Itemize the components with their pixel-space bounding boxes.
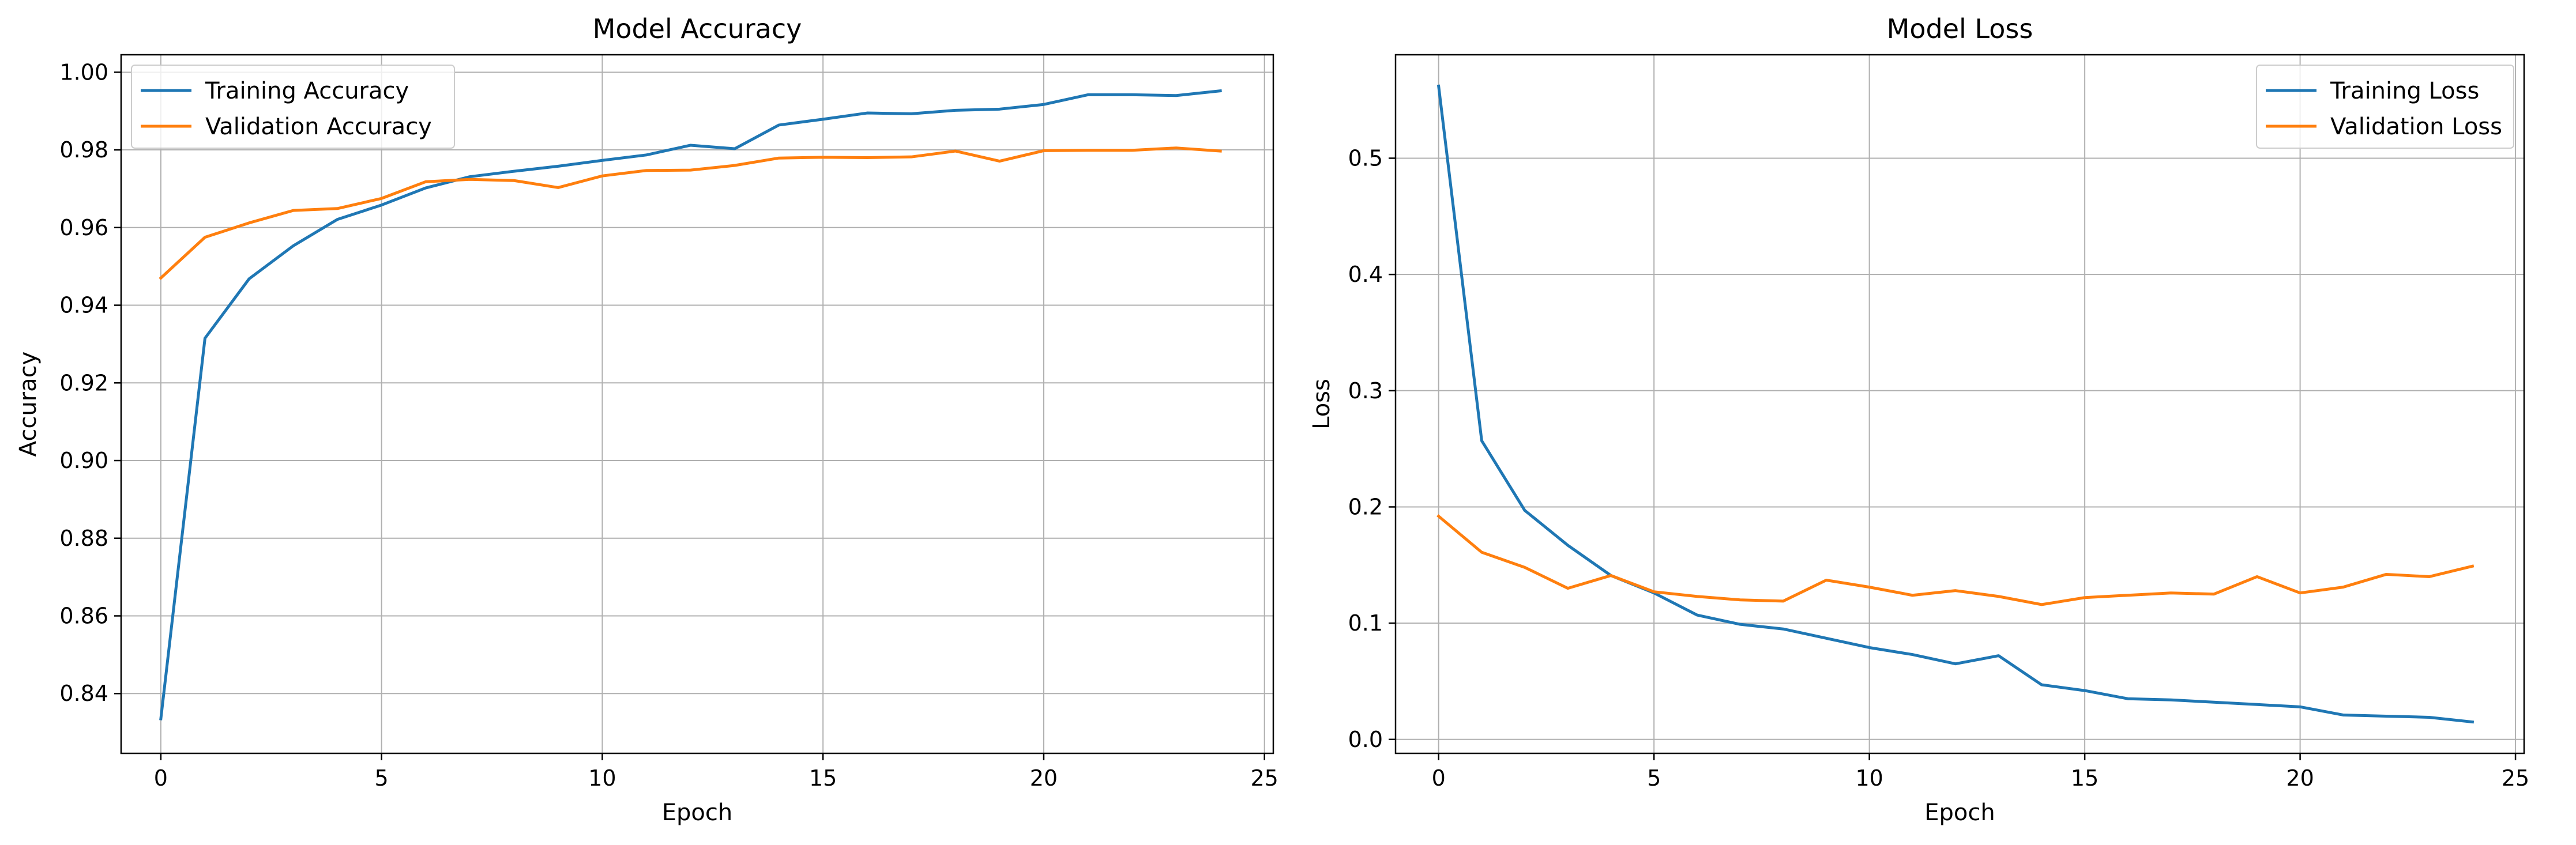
accuracy-x-tick-label: 20 [1030,765,1058,791]
accuracy-y-tick-label: 0.96 [59,215,108,240]
loss-y-ticks: 0.0 0.1 0.2 0.3 0.4 0.5 [1348,145,1396,752]
accuracy-x-tick-label: 5 [375,765,389,791]
accuracy-y-tick-label: 1.00 [59,59,108,85]
loss-y-tick-label: 0.5 [1348,145,1383,171]
loss-y-tick-label: 0.1 [1348,610,1383,636]
accuracy-legend-label-validation: Validation Accuracy [205,114,432,140]
loss-series-line-validation [1436,514,2475,606]
loss-legend-label-validation: Validation Loss [2330,114,2502,140]
accuracy-y-tick-label: 0.88 [59,526,108,551]
loss-legend: Training Loss Validation Loss [2256,65,2514,149]
loss-plot-frame [1394,54,2525,755]
accuracy-y-tick-label: 0.94 [59,293,108,318]
accuracy-chart: 0 5 10 15 20 25 0.840.860.880.900.920.940.960… [15,13,1278,826]
accuracy-series-line-training [159,89,1222,720]
loss-chart-title: Model Loss [1887,13,2033,44]
accuracy-y-tick-label: 0.90 [59,448,108,473]
loss-x-axis-label: Epoch [1924,799,1995,826]
loss-legend-box [2256,65,2514,149]
loss-y-axis-label: Loss [1308,379,1335,429]
accuracy-x-axis-label: Epoch [662,799,732,826]
accuracy-grid [121,55,1273,753]
loss-chart: 0 5 10 15 20 25 0.0 0.1 0.2 0.3 0.4 0.5 Model Loss… [1308,13,2529,826]
loss-y-tick-label: 0.2 [1348,494,1383,519]
accuracy-x-tick-label: 25 [1251,765,1278,791]
loss-x-tick-label: 25 [2502,765,2529,791]
loss-y-tick-label: 0.3 [1348,378,1383,403]
accuracy-y-tick-label: 0.92 [59,370,108,395]
accuracy-y-axis-label: Accuracy [15,352,42,457]
accuracy-series [159,89,1222,720]
loss-x-tick-label: 10 [1855,765,1883,791]
accuracy-chart-title: Model Accuracy [593,13,802,44]
accuracy-x-tick-label: 10 [588,765,616,791]
accuracy-series-line-validation [159,146,1222,280]
accuracy-legend: Training Accuracy Validation Accuracy [131,65,455,149]
loss-legend-label-training: Training Loss [2330,78,2479,104]
accuracy-x-tick-label: 0 [154,765,168,791]
accuracy-y-tick-label: 0.84 [59,681,108,706]
loss-y-tick-label: 0.0 [1348,727,1383,752]
accuracy-plot-frame [120,54,1274,755]
accuracy-x-tick-label: 15 [809,765,837,791]
loss-x-ticks: 0 5 10 15 20 25 [1432,753,2529,791]
loss-series [1436,84,2475,724]
accuracy-y-ticks: 0.84 0.86 0.88 0.90 0.92 0.94 0.96 0.98 1.00 [59,59,121,706]
accuracy-y-tick-label: 0.86 [59,603,108,629]
loss-grid [1396,55,2524,753]
loss-x-tick-label: 0 [1432,765,1446,791]
accuracy-x-ticks: 0 5 10 15 20 25 [154,753,1278,791]
loss-y-tick-label: 0.4 [1348,262,1383,287]
accuracy-y-tick-label: 0.98 [59,137,108,163]
accuracy-legend-label-training: Training Accuracy [205,78,409,104]
loss-x-tick-label: 5 [1647,765,1661,791]
loss-x-tick-label: 20 [2286,765,2314,791]
accuracy-legend-box [131,65,455,149]
loss-x-tick-label: 15 [2071,765,2099,791]
